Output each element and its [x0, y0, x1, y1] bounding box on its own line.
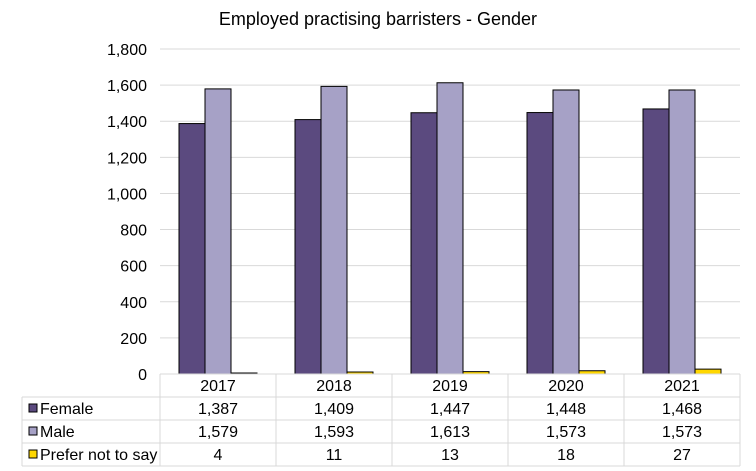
- data-label: 1,573: [546, 424, 586, 441]
- y-tick-label: 1,200: [107, 150, 147, 167]
- legend-swatch: [28, 449, 38, 459]
- x-tick-label: 2021: [664, 378, 700, 395]
- data-label: 18: [557, 447, 575, 464]
- bar: [526, 112, 554, 375]
- x-tick-label: 2017: [200, 378, 236, 395]
- bar: [552, 89, 580, 375]
- y-tick-label: 0: [138, 367, 147, 384]
- data-label: 1,409: [314, 401, 354, 418]
- data-label: 1,447: [430, 401, 470, 418]
- y-tick-label: 200: [120, 331, 147, 348]
- legend-label: Male: [40, 424, 75, 441]
- bar: [204, 88, 232, 375]
- bar: [320, 85, 348, 375]
- data-label: 1,468: [662, 401, 702, 418]
- legend-swatch: [28, 426, 38, 436]
- data-label: 13: [441, 447, 459, 464]
- y-tick-label: 1,400: [107, 114, 147, 131]
- bar: [694, 368, 722, 375]
- bar: [668, 89, 696, 375]
- data-label: 4: [214, 447, 223, 464]
- data-label: 1,593: [314, 424, 354, 441]
- bar: [410, 112, 438, 375]
- y-tick-label: 1,000: [107, 186, 147, 203]
- data-label: 1,573: [662, 424, 702, 441]
- y-tick-label: 600: [120, 259, 147, 276]
- legend-swatch: [28, 403, 38, 413]
- legend-label: Prefer not to say: [40, 447, 157, 464]
- data-label: 11: [326, 447, 343, 464]
- y-tick-label: 800: [120, 223, 147, 240]
- bar: [178, 123, 206, 375]
- x-tick-label: 2020: [548, 378, 584, 395]
- data-label: 1,579: [198, 424, 238, 441]
- bar: [436, 82, 464, 375]
- y-tick-label: 400: [120, 295, 147, 312]
- data-label: 27: [673, 447, 691, 464]
- bar: [294, 119, 322, 375]
- data-label: 1,613: [430, 424, 470, 441]
- data-label: 1,448: [546, 401, 586, 418]
- y-tick-label: 1,600: [107, 78, 147, 95]
- chart-title: Employed practising barristers - Gender: [218, 9, 538, 29]
- x-tick-label: 2018: [316, 378, 352, 395]
- bar: [642, 108, 670, 375]
- x-tick-label: 2019: [432, 378, 468, 395]
- data-label: 1,387: [198, 401, 238, 418]
- legend-label: Female: [40, 401, 93, 418]
- y-tick-label: 1,800: [107, 42, 147, 59]
